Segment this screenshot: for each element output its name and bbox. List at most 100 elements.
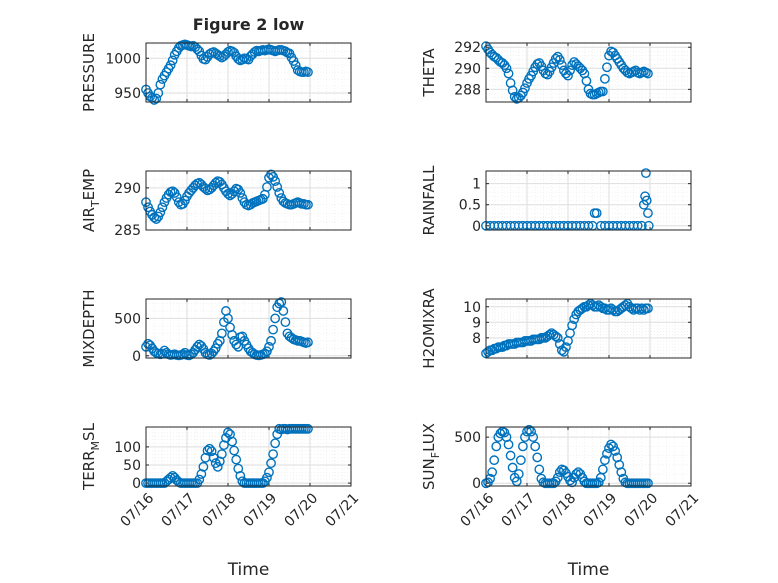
data-point [235,470,246,481]
data-point [262,346,272,357]
data-point [167,55,178,66]
data-point [237,331,248,342]
figure-title: Figure 2 low [193,15,305,34]
y-axis-label: RAINFALL [420,165,438,236]
y-axis-label: SUNFLUX [420,423,442,490]
data-point [165,472,176,483]
axes-frame [485,42,692,103]
data-point [151,93,162,104]
data-point [266,335,276,346]
data-point [223,47,233,57]
x-tick-label: 07/18 [539,490,579,530]
data-point [262,472,272,483]
x-axis-label: Time [567,560,610,580]
x-tick-label: 07/19 [240,490,280,530]
data-point [643,68,653,79]
x-tick-label: 07/19 [580,490,620,530]
data-point [544,329,555,340]
data-point [227,436,238,447]
y-tick-label: 290 [454,61,481,77]
x-axis-label: Time [227,560,270,580]
y-axis-label: PRESSURE [80,33,98,112]
y-tick-label: 9 [472,315,481,331]
data-point [196,469,207,479]
data-point [223,313,233,324]
y-tick-label: 500 [454,430,481,446]
data-point [640,191,650,202]
data-point [264,467,274,478]
data-point [616,467,627,478]
y-axis-label: TERRMSL [80,422,102,491]
y-tick-label: 500 [114,311,141,327]
y-tick-label: 1 [472,177,481,193]
data-point [194,474,205,485]
data-point [268,449,278,460]
subplot-top-left: 950 1000 PRESSURE [80,33,352,112]
data-point [503,439,514,450]
data-point [274,188,285,198]
data-point [515,455,526,466]
x-tick-label: 07/21 [662,490,702,530]
data-point [225,429,235,440]
data-point [569,314,580,325]
subplot-row2-right: 0 0.5 1 RAINFALL [420,165,692,236]
data-point [270,313,281,324]
data-point [264,341,274,352]
data-point [212,338,223,349]
data-point [561,342,571,353]
x-tick-label: 07/16 [117,490,157,530]
data-point [216,449,227,460]
data-point [643,303,653,314]
data-point [530,441,541,452]
axes-background [146,299,351,358]
axes-background [146,427,351,486]
data-point [559,346,569,357]
axes-frame [485,298,692,359]
data-point [487,467,498,478]
data-point [272,182,283,192]
data-point [268,324,278,335]
data-point [600,455,610,466]
data-point [165,60,176,71]
data-point [270,438,281,449]
y-tick-label: 1000 [105,51,141,67]
data-point [565,65,575,76]
x-tick-label: 07/20 [621,490,661,530]
data-point [643,478,653,489]
data-point [231,454,242,465]
subplot-row3-left: 0 500 MIXDEPTH [80,289,352,368]
data-point [509,91,520,102]
data-point [303,423,313,434]
data-point [218,440,229,450]
y-tick-label: 0 [132,476,141,492]
data-point [237,54,248,65]
data-point [223,427,233,438]
subplot-bottom-left: 0 50 100 TERRMSL 07/16 07/17 07/18 07/19 07/20 07… [80,422,362,580]
data-point [231,339,242,350]
x-tick-label: 07/17 [158,490,198,530]
y-tick-label: 950 [114,86,141,102]
x-tick-label: 07/16 [457,490,497,530]
data-point [149,95,160,105]
axes-frame [485,426,692,487]
data-point [567,320,577,331]
y-tick-label: 285 [114,223,141,239]
y-tick-label: 0 [472,219,481,235]
y-tick-label: 50 [123,458,141,474]
data-point [507,462,518,473]
data-point [270,176,281,187]
data-point [554,54,565,65]
y-tick-label: 0 [472,476,481,492]
data-point [602,62,612,73]
axes-frame [485,170,692,231]
subplot-row2-left: 285 290 AIRTEMP [80,169,352,239]
data-point [563,70,573,81]
data-point [505,450,516,461]
data-point [554,339,565,349]
data-point [608,441,618,452]
data-point [233,463,244,474]
data-point [499,427,510,438]
data-point [524,424,534,435]
x-tick-label: 07/21 [322,490,362,530]
data-point [202,445,213,456]
